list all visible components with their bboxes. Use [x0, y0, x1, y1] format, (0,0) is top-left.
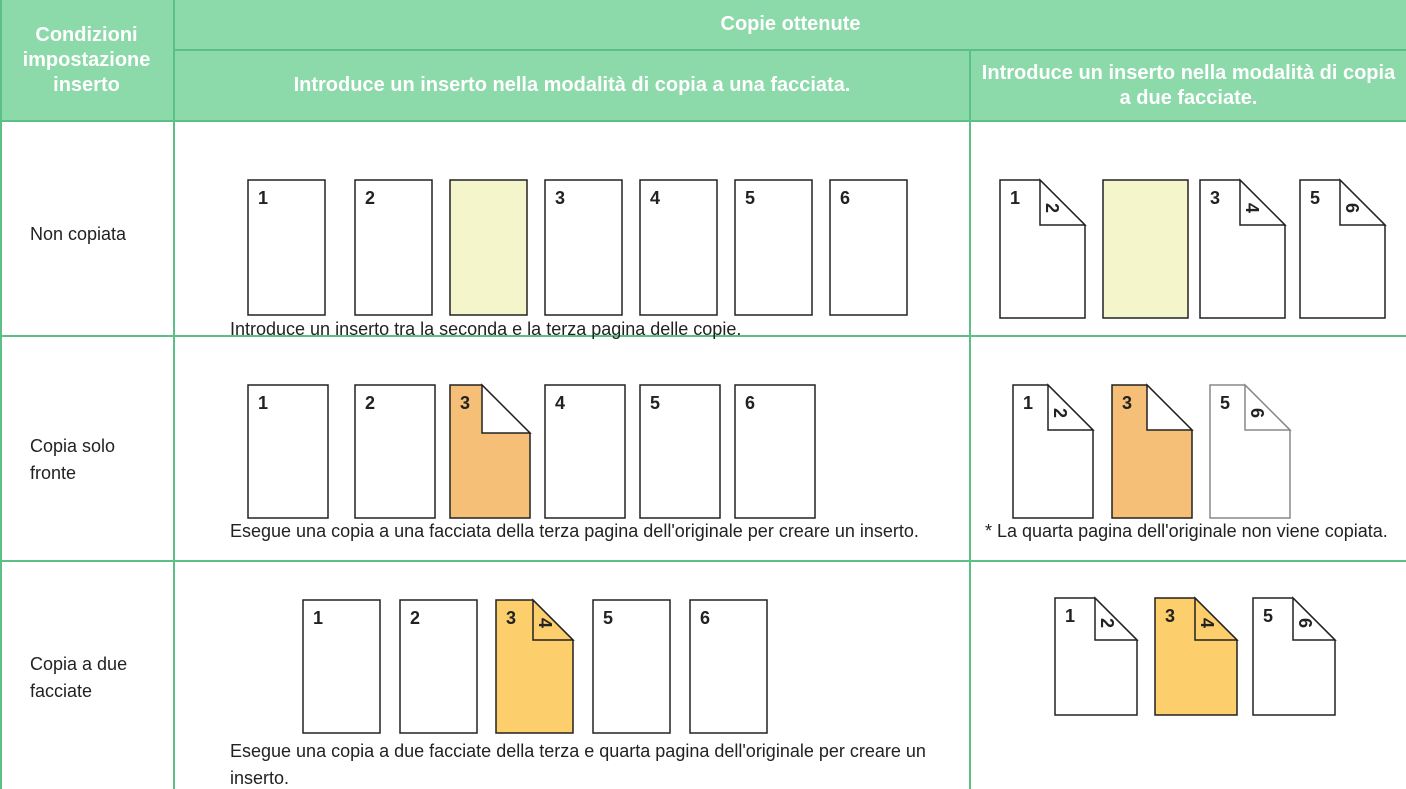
page-number: 3 [1165, 606, 1175, 626]
page-number: 1 [1010, 188, 1020, 208]
page [639, 384, 721, 519]
page-number: 5 [650, 393, 660, 413]
page-number: 4 [650, 188, 660, 208]
page-number: 5 [745, 188, 755, 208]
back-page-number: 4 [1197, 618, 1217, 628]
condition: Copia a due facciate [30, 654, 128, 701]
note: Esegue una copia a una facciata della te… [230, 521, 919, 541]
back-page-number: 6 [1295, 618, 1315, 628]
back-page-number: 6 [1342, 203, 1362, 213]
page [689, 599, 768, 734]
page-fold [532, 598, 575, 641]
page-number: 2 [365, 393, 375, 413]
header-condition: Condizioni impostazione inserto [0, 0, 173, 120]
page-number: 6 [700, 608, 710, 628]
page [354, 179, 433, 316]
page-number: 5 [1220, 393, 1230, 413]
back-page-number: 6 [1247, 408, 1267, 418]
page [544, 179, 623, 316]
page-number: 1 [1023, 393, 1033, 413]
page-number: 6 [745, 393, 755, 413]
header-copies: Copie ottenute [175, 0, 1406, 49]
page [734, 179, 813, 316]
page-number: 3 [1122, 393, 1132, 413]
page [1102, 179, 1189, 319]
page [592, 599, 671, 734]
back-page-number: 2 [1042, 203, 1062, 213]
page-number: 1 [258, 188, 268, 208]
page-number: 5 [1263, 606, 1273, 626]
page-fold [1047, 383, 1095, 431]
header-double: Introduce un inserto nella modalità di c… [971, 51, 1406, 120]
note: Esegue una copia a due facciate della te… [230, 741, 926, 788]
page-number: 6 [840, 188, 850, 208]
divider [0, 0, 2, 789]
back-page-number: 4 [535, 618, 555, 628]
divider [0, 560, 1406, 562]
page [734, 384, 816, 519]
page-number: 3 [1210, 188, 1220, 208]
divider [175, 49, 1406, 51]
page-number: 3 [555, 188, 565, 208]
divider [0, 120, 1406, 122]
page-number: 5 [603, 608, 613, 628]
page-fold [1094, 596, 1139, 641]
page [544, 384, 626, 519]
page-fold [481, 383, 532, 434]
condition: Non copiata [30, 224, 127, 244]
page-fold [1039, 178, 1087, 226]
page [354, 384, 436, 519]
page [449, 179, 528, 316]
page-number: 1 [258, 393, 268, 413]
divider [173, 0, 175, 789]
back-page-number: 4 [1242, 203, 1262, 213]
back-page-number: 2 [1050, 408, 1070, 418]
page-fold [1339, 178, 1387, 226]
page-number: 2 [365, 188, 375, 208]
page-fold [1244, 383, 1292, 431]
page-number: 3 [460, 393, 470, 413]
divider [0, 335, 1406, 337]
header-single: Introduce un inserto nella modalità di c… [175, 51, 969, 120]
page-fold [1146, 383, 1194, 431]
page [247, 179, 326, 316]
page-number: 4 [555, 393, 565, 413]
page [829, 179, 908, 316]
note: Introduce un inserto tra la seconda e la… [230, 319, 742, 339]
note: * La quarta pagina dell'originale non vi… [985, 521, 1388, 541]
back-page-number: 2 [1097, 618, 1117, 628]
page-number: 5 [1310, 188, 1320, 208]
page-fold [1239, 178, 1287, 226]
page-fold [1194, 596, 1239, 641]
page-number: 1 [313, 608, 323, 628]
page-number: 2 [410, 608, 420, 628]
page-number: 1 [1065, 606, 1075, 626]
page [639, 179, 718, 316]
page-fold [1292, 596, 1337, 641]
page [302, 599, 381, 734]
divider [969, 50, 971, 789]
page-number: 3 [506, 608, 516, 628]
page [399, 599, 478, 734]
page [247, 384, 329, 519]
condition: Copia solo fronte [30, 436, 116, 483]
